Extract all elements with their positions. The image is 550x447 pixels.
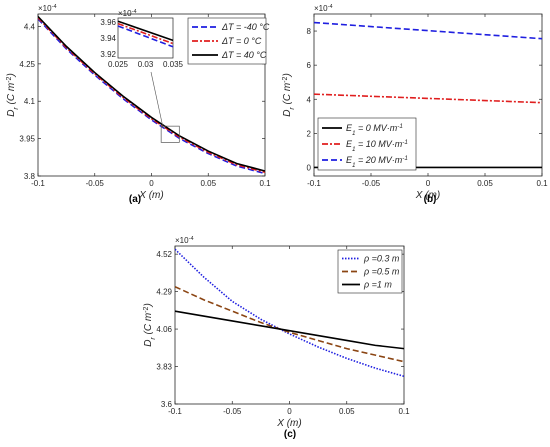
y-tick-label: 3.8 (24, 172, 36, 181)
series-line-1 (175, 248, 404, 378)
x-axis-label: X (m) (138, 190, 163, 201)
chart-b: -0.1 -0.05 0 0.05 0.1 0 2 4 6 8 ×10-4 X (m) Dr (C m-… (282, 4, 549, 201)
series-line-2 (38, 17, 265, 174)
y-multiplier: ×10-4 (314, 4, 333, 13)
panel-caption-c: (c) (284, 429, 296, 440)
y-tick-label: 4.1 (24, 97, 36, 106)
y-tick-label: 2 (307, 129, 312, 138)
inset-multiplier: ×10-4 (118, 9, 137, 18)
x-tick-label: 0 (426, 179, 431, 188)
y-tick-label: 8 (307, 27, 312, 36)
inset-y-tick-label: 3.94 (100, 34, 116, 43)
panel-caption-a: (a) (129, 194, 141, 205)
x-tick-label: -0.05 (362, 179, 381, 188)
y-tick-label: 3.83 (156, 363, 172, 372)
y-tick-label: 4.4 (24, 22, 36, 31)
series-line-3 (175, 310, 404, 350)
inset-series-2 (117, 22, 174, 45)
x-tick-label: 0.05 (200, 179, 216, 188)
y-tick-label: 4 (307, 95, 312, 104)
inset-connector (150, 71, 164, 129)
y-tick-label: 4.29 (156, 288, 172, 297)
legend-label-1: ρ =0.3 m (363, 254, 400, 264)
zoom-rectangle (160, 125, 180, 143)
x-tick-label: -0.1 (168, 407, 182, 416)
series-group (38, 15, 265, 175)
y-tick-label: 4.52 (156, 250, 172, 259)
legend-label-3: ρ =1 m (363, 280, 392, 290)
y-multiplier: ×10-4 (38, 4, 57, 13)
x-tick-label: 0 (149, 179, 154, 188)
inset-y-tick-label: 3.96 (100, 18, 116, 27)
y-multiplier: ×10-4 (175, 236, 194, 245)
inset-x-tick-label: 0.025 (108, 60, 129, 69)
legend-label-3: ΔT = 40 °C (221, 50, 267, 60)
x-tick-label: -0.1 (31, 179, 45, 188)
x-tick-label: -0.05 (86, 179, 105, 188)
legend-label-1: E1 = 0 MV·m-1 (346, 123, 403, 137)
inset-x-tick-label: 0.035 (163, 60, 184, 69)
series-line-1 (38, 18, 265, 175)
series-line-2 (175, 285, 404, 363)
legend-label-1: ΔT = -40 °C (221, 22, 270, 32)
x-tick-label: -0.1 (307, 179, 321, 188)
y-axis-label: Dr (C m-2) (143, 303, 157, 347)
inset-x-tick-label: 0.03 (138, 60, 154, 69)
y-tick-label: 0 (307, 163, 312, 172)
series-group (175, 248, 404, 378)
inset-series-3 (117, 20, 174, 42)
y-tick-label: 3.95 (19, 135, 35, 144)
x-tick-label: 0 (287, 407, 292, 416)
chart-c: -0.1 -0.05 0 0.05 0.1 3.6 3.83 4.06 4.29 4.52×10-… (143, 236, 411, 429)
y-axis-label: Dr (C m-2) (282, 73, 296, 117)
y-tick-label: 3.6 (161, 400, 173, 409)
legend-label-2: ΔT = 0 °C (221, 36, 262, 46)
legend-label-3: E1 = 20 MV·m-1 (346, 155, 408, 169)
x-tick-label: 0.1 (398, 407, 410, 416)
y-tick-label: 6 (307, 61, 312, 70)
y-tick-label: 4.25 (19, 60, 35, 69)
series-line-3 (38, 15, 265, 172)
inset-series-1 (117, 25, 174, 48)
legend-box (337, 249, 403, 294)
x-tick-label: 0.05 (339, 407, 355, 416)
y-axis-label: Dr (C m-2) (6, 73, 20, 117)
panel-caption-b: (b) (424, 194, 437, 205)
x-tick-label: -0.05 (223, 407, 242, 416)
legend-label-2: ρ =0.5 m (363, 267, 400, 277)
inset-y-tick-label: 3.92 (100, 50, 116, 59)
series-line-3 (314, 21, 542, 40)
x-axis-label: X (m) (415, 190, 440, 201)
chart-a: -0.1 -0.05 0 0.05 0.13.83.954.14.254.4×10-4X… (6, 4, 272, 201)
x-axis-label: X (m) (276, 418, 301, 429)
legend-label-2: E1 = 10 MV·m-1 (346, 139, 408, 153)
x-tick-label: 0.05 (477, 179, 493, 188)
series-line-2 (314, 93, 542, 104)
y-tick-label: 4.06 (156, 325, 172, 334)
x-tick-label: 0.1 (259, 179, 271, 188)
x-tick-label: 0.1 (536, 179, 548, 188)
